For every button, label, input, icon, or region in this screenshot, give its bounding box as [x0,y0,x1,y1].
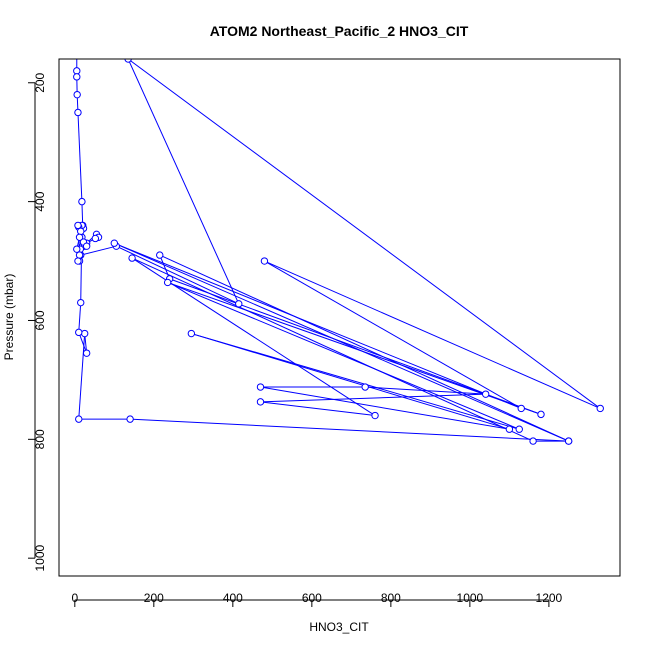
series-line-segment [130,418,569,442]
data-point [517,404,525,413]
data-point [361,383,369,391]
y-tick-label: 400 [33,191,47,211]
series-group [73,32,604,445]
series-line-segment [260,393,486,403]
data-point [256,383,265,391]
series-line-segment [131,257,534,442]
data-point [78,197,86,206]
x-tick-label: 200 [144,591,164,605]
data-point [75,415,83,423]
series-line-segment [80,245,117,256]
x-tick-label: 0 [71,591,78,605]
x-axis-label: HNO3_CIT [309,620,369,634]
data-point [163,278,172,287]
data-point [529,437,537,445]
series-line-segment [365,386,486,395]
series-line-segment [78,302,82,333]
y-axis-label: Pressure (mbar) [2,274,16,361]
data-point [74,221,82,230]
data-point [82,242,91,250]
data-point [110,239,119,247]
y-tick-label: 200 [33,72,47,92]
series-line-segment [167,281,520,430]
data-point [77,227,85,236]
series-line-segment [159,254,569,442]
series-line-segment [264,260,601,409]
data-point [537,410,545,419]
data-point [80,329,89,338]
series-line-segment [260,401,376,417]
data-point [73,73,81,81]
data-point [74,32,80,38]
data-point [256,398,265,406]
data-point [371,411,379,420]
data-point [187,329,196,338]
y-tick-label: 600 [33,310,47,330]
plot-frame [58,58,621,577]
series-line-segment [77,112,83,202]
series-line-segment [127,59,240,305]
data-point [481,390,490,398]
x-tick-label: 1000 [457,591,484,605]
data-point [126,415,134,423]
data-point [596,404,604,413]
data-point [73,90,81,99]
series-line-segment [116,245,239,305]
data-point [124,59,132,63]
chart-title: ATOM2 Northeast_Pacific_2 HNO3_CIT [210,23,469,39]
data-point [75,328,83,337]
data-point [75,233,84,241]
data-point [515,425,523,433]
data-point [74,108,82,117]
plot-area [73,32,604,445]
x-tick-label: 1200 [536,591,563,605]
data-point [77,298,85,307]
series-line-segment [114,242,569,442]
data-point [73,67,81,75]
series-line-segment [169,278,542,415]
data-point [260,257,269,265]
series-line-segment [191,333,510,430]
data-point [564,437,573,445]
series-line-segment [78,332,88,354]
x-tick-label: 600 [302,591,322,605]
series-line-segment [78,333,86,420]
series-line-segment [131,257,376,416]
data-point [156,251,164,259]
data-point [235,300,243,308]
axes: 0 200 400 600 800 1000 1200 200 400 600 800 1000 [28,72,563,607]
series-line-segment [127,59,601,409]
x-tick-label: 800 [381,591,401,605]
series-line-segment [264,260,522,409]
data-point [82,349,91,357]
data-point [73,245,81,253]
series-line-segment [81,201,84,226]
y-tick-label: 800 [33,429,47,449]
series-line-segment [114,242,522,409]
data-point [75,251,84,259]
series-line-segment [260,386,510,430]
data-point [91,234,100,243]
data-point [505,425,514,433]
data-point [74,257,82,265]
series-line-segment [167,281,542,415]
y-tick-label: 1000 [33,545,47,572]
x-tick-label: 400 [223,591,243,605]
data-point [128,254,136,262]
